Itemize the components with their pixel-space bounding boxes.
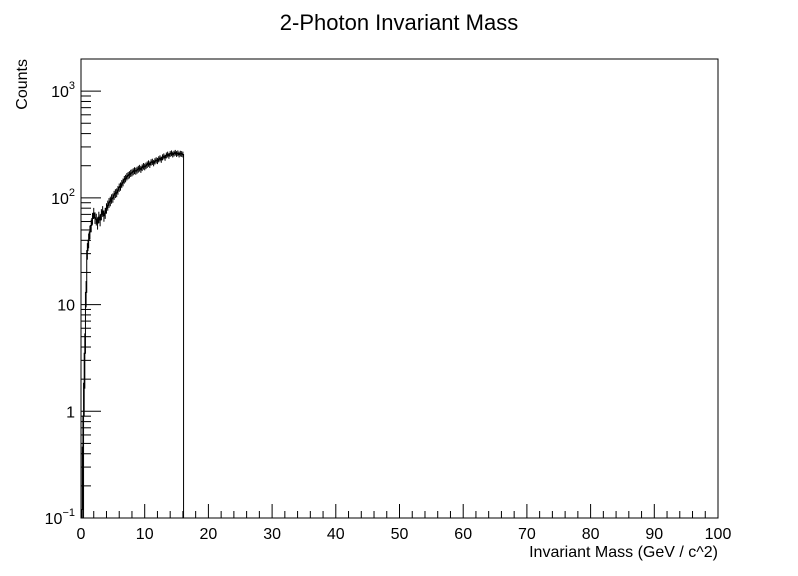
x-tick-label: 60 [454,526,472,543]
y-tick-label: 1 [66,404,75,421]
y-axis-label: Counts [14,59,31,110]
x-axis: 0 10 20 30 40 50 60 70 80 90 100 [77,504,732,543]
y-tick-label: 103 [51,80,75,101]
x-tick-label: 50 [391,526,409,543]
histogram-series [81,149,185,518]
y-tick-label: 102 [51,187,75,208]
x-tick-label: 70 [518,526,536,543]
x-tick-label: 30 [263,526,281,543]
x-tick-label: 100 [705,526,732,543]
x-tick-label: 40 [327,526,345,543]
y-axis: 10−1 1 10 102 103 [45,58,101,528]
plot-frame [80,58,719,519]
x-tick-label: 10 [136,526,154,543]
histogram-outline [81,152,185,518]
y-tick-label: 10 [57,298,75,315]
x-tick-label: 90 [645,526,663,543]
x-tick-label: 80 [582,526,600,543]
chart-title: 2-Photon Invariant Mass [280,10,518,35]
y-tick-label: 10−1 [45,507,75,528]
x-axis-label: Invariant Mass (GeV / c^2) [529,544,718,561]
x-tick-label: 0 [77,526,86,543]
x-tick-label: 20 [200,526,218,543]
